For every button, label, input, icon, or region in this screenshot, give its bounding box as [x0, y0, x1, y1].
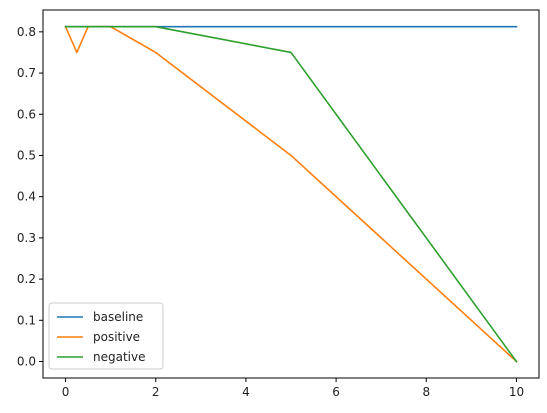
- y-tick-label: 0.2: [17, 272, 36, 286]
- plot-frame: [42, 9, 540, 379]
- series-line-negative: [64, 25, 518, 363]
- legend-label-positive: positive: [93, 330, 140, 344]
- x-tick-label: 4: [242, 385, 250, 399]
- x-tick-label: 0: [62, 385, 70, 399]
- y-tick-label: 0.7: [17, 66, 36, 80]
- legend: baseline positive negative: [48, 302, 164, 370]
- y-tick-label: 0.0: [17, 355, 36, 369]
- x-tick-label: 10: [509, 385, 524, 399]
- x-tick-label: 8: [422, 385, 430, 399]
- y-tick-label: 0.6: [17, 107, 36, 121]
- y-axis: 0.0 0.1 0.2 0.3 0.4 0.5 0.6 0.7 0.8: [17, 25, 43, 369]
- legend-label-baseline: baseline: [93, 310, 143, 324]
- x-tick-label: 2: [152, 385, 160, 399]
- y-tick-label: 0.4: [17, 190, 36, 204]
- x-tick-label: 6: [332, 385, 340, 399]
- x-axis: 0 2 4 6 8 10: [62, 378, 524, 399]
- y-tick-label: 0.3: [17, 231, 36, 245]
- legend-label-negative: negative: [93, 350, 145, 364]
- y-tick-label: 0.5: [17, 148, 36, 162]
- legend-box: [48, 302, 164, 370]
- series-layer: [64, 25, 518, 363]
- y-tick-label: 0.8: [17, 25, 36, 39]
- y-tick-label: 0.1: [17, 313, 36, 327]
